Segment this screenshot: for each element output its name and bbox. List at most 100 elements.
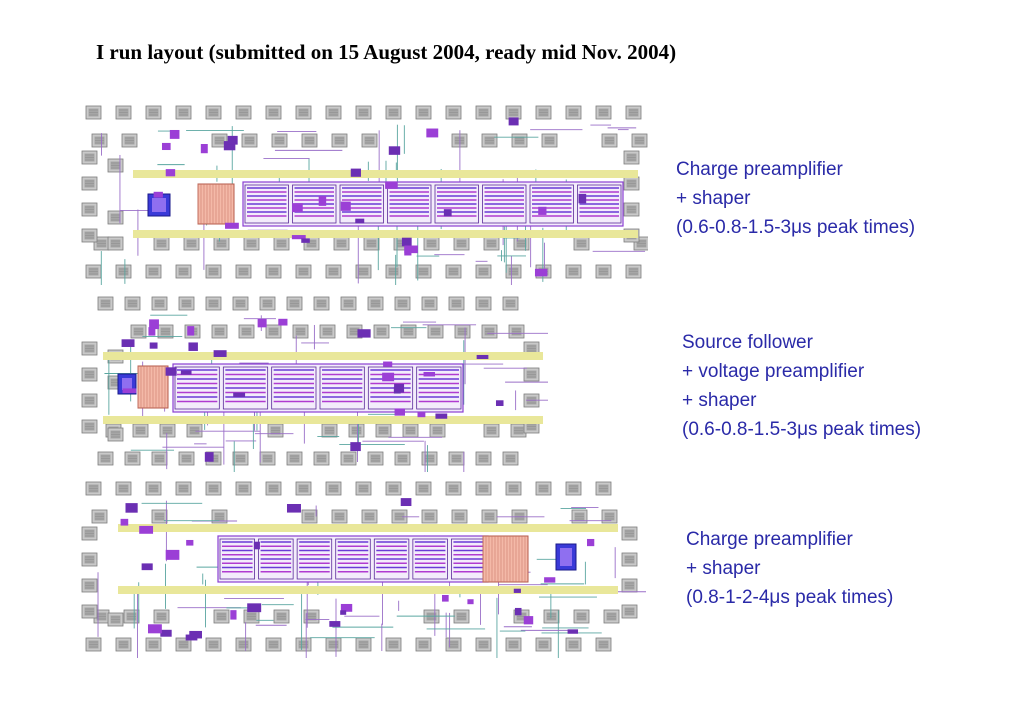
bond-pad (115, 637, 132, 652)
bond-pad (151, 509, 168, 524)
bond-pad (385, 481, 402, 496)
transistor-block (560, 548, 572, 566)
bond-pad (232, 451, 249, 466)
cell (149, 319, 159, 330)
bond-pad (502, 451, 519, 466)
cell (393, 386, 401, 394)
bond-pad (367, 451, 384, 466)
bond-pad (331, 509, 348, 524)
bond-pad (348, 423, 365, 438)
bond-pad (145, 481, 162, 496)
bond-pad (241, 133, 258, 148)
bond-pad (373, 324, 390, 339)
bond-pad (295, 481, 312, 496)
bond-pad (295, 264, 312, 279)
cell (340, 603, 353, 612)
cell (253, 541, 260, 550)
cell (442, 594, 449, 602)
page-title: I run layout (submitted on 15 August 200… (96, 40, 677, 64)
cell (423, 371, 436, 377)
bond-pad (453, 236, 470, 251)
bond-pad (511, 133, 528, 148)
cell (153, 191, 163, 198)
bond-pad (481, 324, 498, 339)
description-line: + voltage preamplifier (682, 361, 865, 382)
cell (186, 539, 194, 546)
bond-pad (595, 481, 612, 496)
bond-pad (85, 481, 102, 496)
cell (122, 388, 137, 394)
bond-pad (211, 133, 228, 148)
description-line: + shaper (686, 558, 761, 579)
cell (291, 235, 306, 240)
bond-pad (325, 264, 342, 279)
bond-pad (124, 451, 141, 466)
power-rail (118, 524, 618, 532)
power-rail (133, 230, 638, 238)
cell (286, 503, 301, 513)
bond-pad (93, 236, 110, 251)
cell (121, 339, 135, 347)
description-line: Charge preamplifier (676, 159, 843, 180)
cell (340, 610, 347, 615)
bond-pad (81, 150, 98, 165)
bond-pad (273, 236, 290, 251)
bond-pad (483, 236, 500, 251)
bond-pad (259, 296, 276, 311)
bond-pad (107, 210, 124, 225)
bond-pad (340, 296, 357, 311)
bond-pad (631, 133, 648, 148)
cell (523, 616, 534, 625)
bond-pad (235, 105, 252, 120)
bond-pad (565, 481, 582, 496)
bond-pad (85, 264, 102, 279)
bond-pad (513, 236, 530, 251)
cell (544, 577, 556, 583)
bond-pad (213, 236, 230, 251)
cell (185, 634, 198, 641)
bond-pad (205, 105, 222, 120)
bond-pad (115, 105, 132, 120)
cell (394, 408, 405, 416)
bond-pad (91, 509, 108, 524)
bond-pad (121, 133, 138, 148)
input-block (137, 365, 169, 409)
bond-pad (81, 341, 98, 356)
bond-pad (453, 609, 470, 624)
bond-pad (427, 324, 444, 339)
cell (404, 246, 412, 256)
bond-pad (565, 264, 582, 279)
bond-pad (523, 367, 540, 382)
cell (160, 629, 172, 637)
cell (401, 237, 412, 247)
bond-pad (175, 105, 192, 120)
bond-pad (475, 105, 492, 120)
cell (125, 503, 138, 513)
bond-pad (505, 264, 522, 279)
bond-pad (394, 296, 411, 311)
cell (383, 361, 393, 367)
cell (567, 629, 579, 634)
cell (301, 238, 310, 243)
bond-pad (123, 609, 140, 624)
bond-pad (81, 419, 98, 434)
bond-pad (81, 176, 98, 191)
bond-pad (319, 324, 336, 339)
bond-pad (505, 637, 522, 652)
bond-pad (183, 236, 200, 251)
cell (538, 206, 547, 215)
bond-pad (97, 296, 114, 311)
bond-pad (159, 423, 176, 438)
bond-pad (541, 133, 558, 148)
cell (587, 538, 595, 547)
bond-pad (178, 296, 195, 311)
bond-pad (91, 133, 108, 148)
bond-pad (175, 264, 192, 279)
input-block (197, 183, 235, 225)
layout-description-2: Source follower + voltage preamplifier +… (682, 328, 921, 444)
bond-pad (421, 451, 438, 466)
cell (200, 144, 208, 154)
cell (388, 146, 401, 155)
bond-pad (175, 481, 192, 496)
bond-pad (235, 481, 252, 496)
